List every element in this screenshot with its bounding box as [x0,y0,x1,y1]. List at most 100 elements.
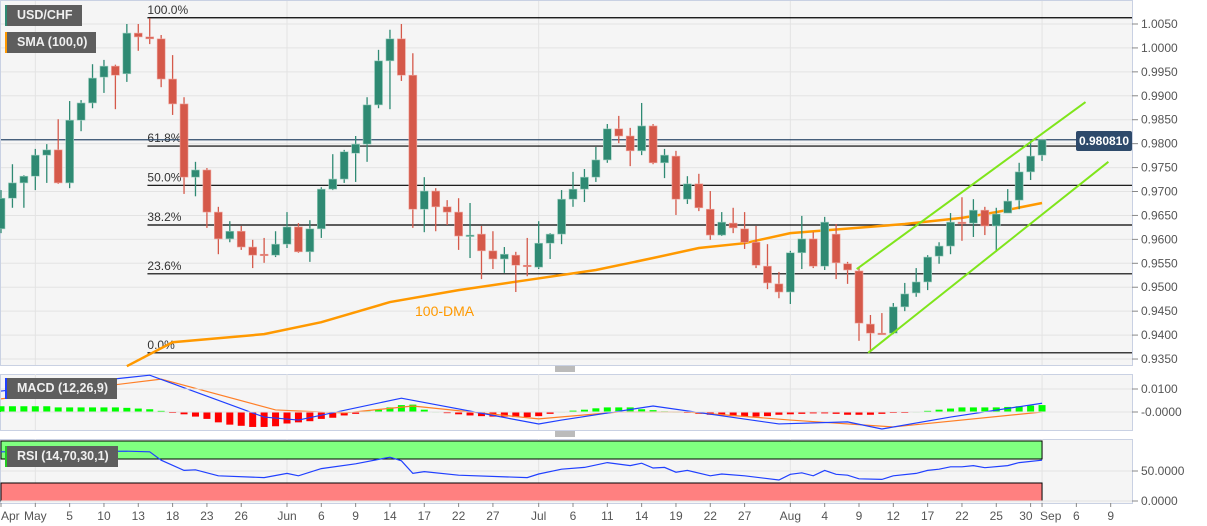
candle [42,144,52,183]
candle [31,148,40,191]
price-tick-label: 0.9650 [1141,208,1178,222]
price-tick-label: 0.9550 [1141,256,1178,270]
macd-histogram-bar [203,412,211,419]
candle [282,212,292,248]
candle-body [603,128,612,161]
candle-body [808,238,818,267]
candle-body [0,197,6,230]
candle [431,188,441,232]
rsi-line [0,450,1043,481]
candle-body [317,188,326,230]
candle [580,169,589,203]
candle-body [786,252,795,293]
macd-histogram-bar [455,412,463,415]
macd-histogram-bar [226,412,234,425]
date-tick-label: 26 [235,509,249,523]
price-tick-label: 0.9600 [1141,232,1178,246]
price-tick-label: 0.9750 [1141,161,1178,175]
price-tick-label: 0.9800 [1141,137,1178,151]
candle [419,177,429,233]
macd-histogram-bar [180,412,188,415]
candle-body [145,36,155,40]
candle [374,49,383,109]
candle [717,212,727,237]
candle-body [8,182,17,199]
candle [53,119,63,184]
candle-body [900,293,910,308]
candle [465,202,475,259]
macd-histogram-bar [924,410,932,412]
channel-upper-line [856,101,1087,270]
date-tick-label: 9 [1107,509,1114,523]
macd-histogram-bar [718,412,726,416]
macd-histogram-bar [31,406,39,412]
macd-histogram-bar [146,409,154,412]
rsi-tick-label: 50.0000 [1141,464,1185,478]
symbol-legend[interactable]: USD/CHF [5,5,82,26]
candle [591,147,601,182]
price-tick-label: 0.9700 [1141,185,1178,199]
candle [877,313,887,335]
candle-body [660,154,669,164]
candle-body [179,103,189,178]
macd-histogram-bar [8,406,16,412]
channel-lower-line [867,161,1110,354]
candle [786,250,795,304]
macd-histogram-bar [77,407,85,412]
date-tick-label: May [24,509,47,523]
candle [168,55,177,115]
candle [511,251,521,293]
panel-resize-handle[interactable] [555,431,575,437]
candle [99,59,109,93]
candle-body [991,213,1001,227]
macd-histogram-bar [0,406,5,412]
candle-body [214,211,223,240]
candle [385,29,395,110]
macd-histogram-bar [66,407,74,412]
candle [1003,189,1013,214]
candle-body [763,265,772,284]
price-tick-label: 0.9400 [1141,328,1178,342]
macd-histogram-bar [375,409,383,412]
price-tick-label: 0.9850 [1141,113,1178,127]
candle [488,231,498,270]
sma-legend[interactable]: SMA (100,0) [5,32,97,53]
macd-histogram-bar [569,410,577,412]
candle [362,97,372,162]
candle [317,187,326,238]
candle-body [568,188,578,200]
macd-histogram-bar [741,412,749,417]
candle-body [42,149,52,156]
candle-body [705,208,715,236]
date-tick-label: Aug [780,509,801,523]
candle [660,148,669,179]
date-tick-label: 6 [570,509,577,523]
macd-histogram-bar [111,407,119,412]
candle-body [488,250,498,260]
macd-histogram-bar [260,412,268,427]
macd-legend[interactable]: MACD (12,26,9) [5,378,117,399]
macd-histogram-bar [649,410,657,412]
candle-body [111,65,120,76]
candle [820,216,829,271]
panel-resize-handle[interactable] [555,366,575,372]
candle-body [671,155,681,200]
macd-histogram-bar [1004,406,1012,412]
candle-body [351,143,360,154]
date-tick-label: 12 [887,509,901,523]
date-tick-label: 17 [418,509,432,523]
candle [8,164,17,208]
date-tick-label: Sep [1040,509,1062,523]
candle-body [534,242,543,268]
date-tick-label: 25 [990,509,1004,523]
candle-body [820,221,829,267]
candle-body [1037,139,1047,156]
fib-level-label: 38.2% [147,210,181,224]
fib-level-label: 100.0% [147,3,188,17]
candle [328,154,338,191]
candle-body [99,65,109,78]
candle [545,233,555,259]
candle [122,24,132,82]
rsi-legend[interactable]: RSI (14,70,30,1) [5,446,118,467]
candle [305,220,315,262]
